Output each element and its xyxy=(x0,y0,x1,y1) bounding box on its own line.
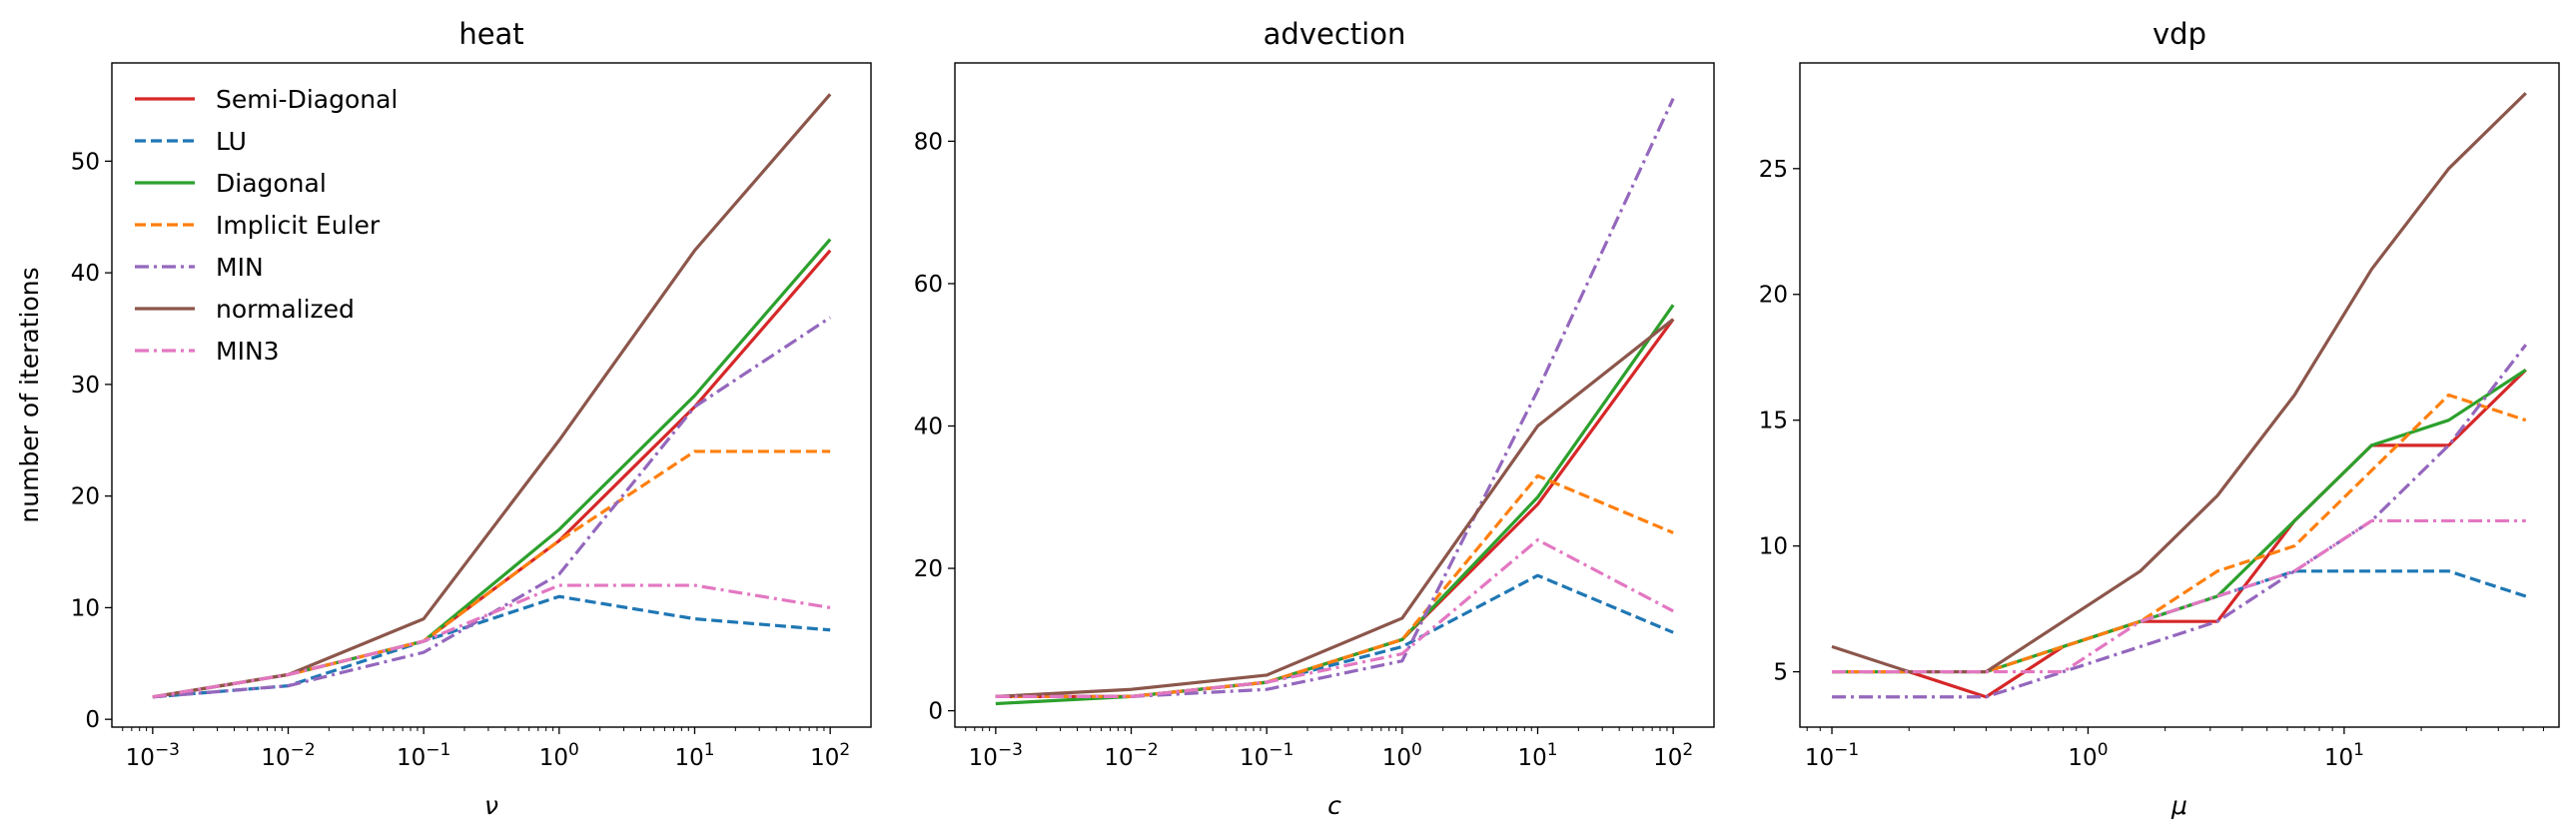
series-line-diagonal xyxy=(995,304,1675,706)
chart-title: advection xyxy=(1264,17,1406,51)
y-tick-label: 40 xyxy=(914,415,943,440)
legend-label: MIN xyxy=(216,253,264,282)
x-tick-label: 10−1 xyxy=(1805,740,1859,771)
series-line-implicit-euler xyxy=(152,449,831,699)
series-line-normalized xyxy=(1831,92,2527,674)
x-tick-label: 100 xyxy=(1382,740,1422,771)
y-tick-label: 50 xyxy=(71,149,100,175)
x-tick-label: 100 xyxy=(539,740,579,771)
x-tick-label: 102 xyxy=(810,740,850,771)
series-line-min xyxy=(1832,344,2528,699)
x-tick-label: 10−1 xyxy=(1240,740,1293,771)
series-line-min xyxy=(152,316,832,699)
y-tick-label: 15 xyxy=(1759,409,1788,434)
y-tick-label: 20 xyxy=(914,556,943,582)
y-tick-label: 0 xyxy=(85,707,100,733)
y-tick-label: 0 xyxy=(928,699,943,725)
x-axis-label: c xyxy=(1327,791,1341,820)
series-line-min3 xyxy=(995,537,1674,698)
legend-label: MIN3 xyxy=(216,337,280,366)
chart-title: heat xyxy=(458,17,523,51)
plot-frame xyxy=(1799,62,2560,728)
plot-frame xyxy=(111,62,872,728)
series-line-semi-diagonal xyxy=(1832,369,2527,699)
chart-panel-heat: heat 0 10 20 30 40 50 10−3 10−2 10−1 100 101 102 ν num… xyxy=(15,17,872,820)
series-line-lu xyxy=(995,573,1674,698)
y-axis-label: number of iterations xyxy=(15,267,44,522)
y-tick-label: 20 xyxy=(71,484,100,510)
y-tick-label: 10 xyxy=(71,595,100,621)
y-tick-label: 20 xyxy=(1759,283,1788,309)
y-tick-label: 30 xyxy=(71,373,100,399)
x-tick-label: 101 xyxy=(1517,740,1557,771)
series-line-min3 xyxy=(152,583,831,699)
series-group xyxy=(152,93,832,699)
y-tick-label: 60 xyxy=(914,272,943,298)
legend-label: Implicit Euler xyxy=(216,211,381,240)
x-axis-label: μ xyxy=(2170,791,2187,820)
legend-label: Semi-Diagonal xyxy=(216,85,398,114)
chart-title: vdp xyxy=(2152,17,2206,51)
y-tick-label: 40 xyxy=(71,261,100,287)
series-line-semi-diagonal xyxy=(995,318,1675,698)
legend-label: Diagonal xyxy=(216,169,327,198)
chart-panel-vdp: vdp 5 10 15 20 25 10−1 100 101 μ xyxy=(1759,17,2560,820)
legend-label: normalized xyxy=(216,295,355,324)
series-group xyxy=(995,97,1675,706)
plot-frame xyxy=(954,62,1715,728)
x-tick-label: 10−1 xyxy=(397,740,450,771)
x-tick-label: 10−3 xyxy=(126,740,180,771)
x-tick-label: 101 xyxy=(674,740,714,771)
legend-label: LU xyxy=(216,127,247,156)
x-tick-label: 10−2 xyxy=(261,740,315,771)
series-line-min3 xyxy=(1832,518,2526,674)
y-tick-label: 25 xyxy=(1759,157,1788,183)
y-tick-label: 5 xyxy=(1773,660,1788,686)
x-tick-label: 101 xyxy=(2324,740,2364,771)
chart-panel-advection: advection 0 20 40 60 80 10−3 10−2 10−1 100 101 102 c xyxy=(914,17,1715,820)
x-axis-label: ν xyxy=(484,791,498,820)
y-tick-label: 10 xyxy=(1759,534,1788,560)
x-tick-label: 100 xyxy=(2068,740,2108,771)
y-tick-label: 80 xyxy=(914,129,943,155)
series-line-normalized xyxy=(995,318,1675,698)
series-group xyxy=(1831,92,2528,699)
x-tick-label: 102 xyxy=(1653,740,1693,771)
legend: Semi-Diagonal LU Diagonal Implicit Euler MIN… xyxy=(135,85,398,366)
x-tick-label: 10−3 xyxy=(969,740,1023,771)
x-tick-label: 10−2 xyxy=(1104,740,1158,771)
